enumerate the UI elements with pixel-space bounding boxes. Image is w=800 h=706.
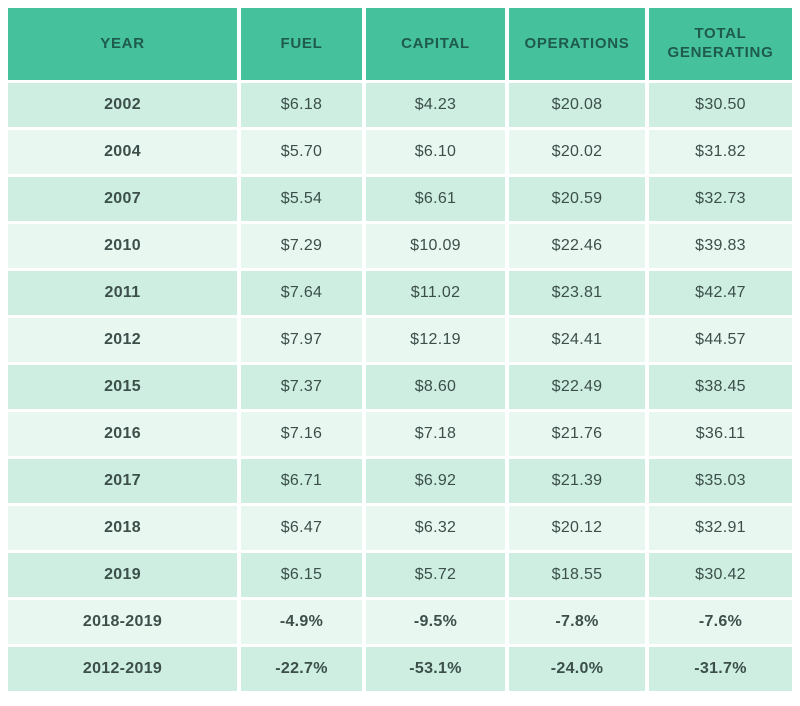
value-cell: $5.70	[241, 130, 362, 174]
table-row: 2016 $7.16 $7.18 $21.76 $36.11	[8, 412, 792, 456]
value-cell: $32.73	[649, 177, 792, 221]
value-cell: $7.16	[241, 412, 362, 456]
year-cell: 2018	[8, 506, 237, 550]
value-cell: -7.8%	[509, 600, 645, 644]
value-cell: $6.47	[241, 506, 362, 550]
value-cell: $20.59	[509, 177, 645, 221]
column-header-total-generating: TOTAL GENERATING	[649, 8, 792, 80]
year-cell: 2010	[8, 224, 237, 268]
table-row: 2011 $7.64 $11.02 $23.81 $42.47	[8, 271, 792, 315]
value-cell: -7.6%	[649, 600, 792, 644]
value-cell: $20.02	[509, 130, 645, 174]
year-cell: 2012	[8, 318, 237, 362]
value-cell: $20.12	[509, 506, 645, 550]
value-cell: -53.1%	[366, 647, 505, 691]
value-cell: -22.7%	[241, 647, 362, 691]
value-cell: $21.76	[509, 412, 645, 456]
year-cell: 2017	[8, 459, 237, 503]
value-cell: -31.7%	[649, 647, 792, 691]
year-cell: 2011	[8, 271, 237, 315]
year-cell: 2016	[8, 412, 237, 456]
value-cell: $6.32	[366, 506, 505, 550]
table-row: 2007 $5.54 $6.61 $20.59 $32.73	[8, 177, 792, 221]
table-row: 2017 $6.71 $6.92 $21.39 $35.03	[8, 459, 792, 503]
year-cell: 2019	[8, 553, 237, 597]
value-cell: $7.64	[241, 271, 362, 315]
table-row: 2004 $5.70 $6.10 $20.02 $31.82	[8, 130, 792, 174]
value-cell: $44.57	[649, 318, 792, 362]
value-cell: $6.61	[366, 177, 505, 221]
value-cell: $32.91	[649, 506, 792, 550]
column-header-capital: CAPITAL	[366, 8, 505, 80]
value-cell: $42.47	[649, 271, 792, 315]
year-cell: 2002	[8, 83, 237, 127]
table-header-row: YEAR FUEL CAPITAL OPERATIONS TOTAL GENERATIN…	[8, 8, 792, 80]
value-cell: $7.97	[241, 318, 362, 362]
value-cell: $6.15	[241, 553, 362, 597]
value-cell: -4.9%	[241, 600, 362, 644]
table-row: 2018 $6.47 $6.32 $20.12 $32.91	[8, 506, 792, 550]
value-cell: $39.83	[649, 224, 792, 268]
value-cell: $35.03	[649, 459, 792, 503]
value-cell: $11.02	[366, 271, 505, 315]
value-cell: $6.92	[366, 459, 505, 503]
table-row: 2012-2019 -22.7% -53.1% -24.0% -31.7%	[8, 647, 792, 691]
year-cell: 2012-2019	[8, 647, 237, 691]
value-cell: $7.37	[241, 365, 362, 409]
value-cell: $12.19	[366, 318, 505, 362]
column-header-fuel: FUEL	[241, 8, 362, 80]
value-cell: -9.5%	[366, 600, 505, 644]
table-row: 2012 $7.97 $12.19 $24.41 $44.57	[8, 318, 792, 362]
table-row: 2002 $6.18 $4.23 $20.08 $30.50	[8, 83, 792, 127]
value-cell: $18.55	[509, 553, 645, 597]
value-cell: $38.45	[649, 365, 792, 409]
value-cell: $6.71	[241, 459, 362, 503]
table-body: 2002 $6.18 $4.23 $20.08 $30.50 2004 $5.70 $6.10…	[8, 83, 792, 691]
table-row: 2019 $6.15 $5.72 $18.55 $30.42	[8, 553, 792, 597]
value-cell: $30.50	[649, 83, 792, 127]
value-cell: $21.39	[509, 459, 645, 503]
value-cell: $20.08	[509, 83, 645, 127]
year-cell: 2015	[8, 365, 237, 409]
year-cell: 2007	[8, 177, 237, 221]
value-cell: $7.29	[241, 224, 362, 268]
column-header-operations: OPERATIONS	[509, 8, 645, 80]
value-cell: $4.23	[366, 83, 505, 127]
value-cell: -24.0%	[509, 647, 645, 691]
value-cell: $6.18	[241, 83, 362, 127]
year-cell: 2018-2019	[8, 600, 237, 644]
table-row: 2015 $7.37 $8.60 $22.49 $38.45	[8, 365, 792, 409]
value-cell: $6.10	[366, 130, 505, 174]
value-cell: $8.60	[366, 365, 505, 409]
value-cell: $5.54	[241, 177, 362, 221]
value-cell: $7.18	[366, 412, 505, 456]
column-header-year: YEAR	[8, 8, 237, 80]
value-cell: $24.41	[509, 318, 645, 362]
value-cell: $30.42	[649, 553, 792, 597]
table-row: 2010 $7.29 $10.09 $22.46 $39.83	[8, 224, 792, 268]
value-cell: $5.72	[366, 553, 505, 597]
value-cell: $31.82	[649, 130, 792, 174]
value-cell: $10.09	[366, 224, 505, 268]
value-cell: $22.49	[509, 365, 645, 409]
value-cell: $23.81	[509, 271, 645, 315]
year-cell: 2004	[8, 130, 237, 174]
table-row: 2018-2019 -4.9% -9.5% -7.8% -7.6%	[8, 600, 792, 644]
value-cell: $22.46	[509, 224, 645, 268]
value-cell: $36.11	[649, 412, 792, 456]
